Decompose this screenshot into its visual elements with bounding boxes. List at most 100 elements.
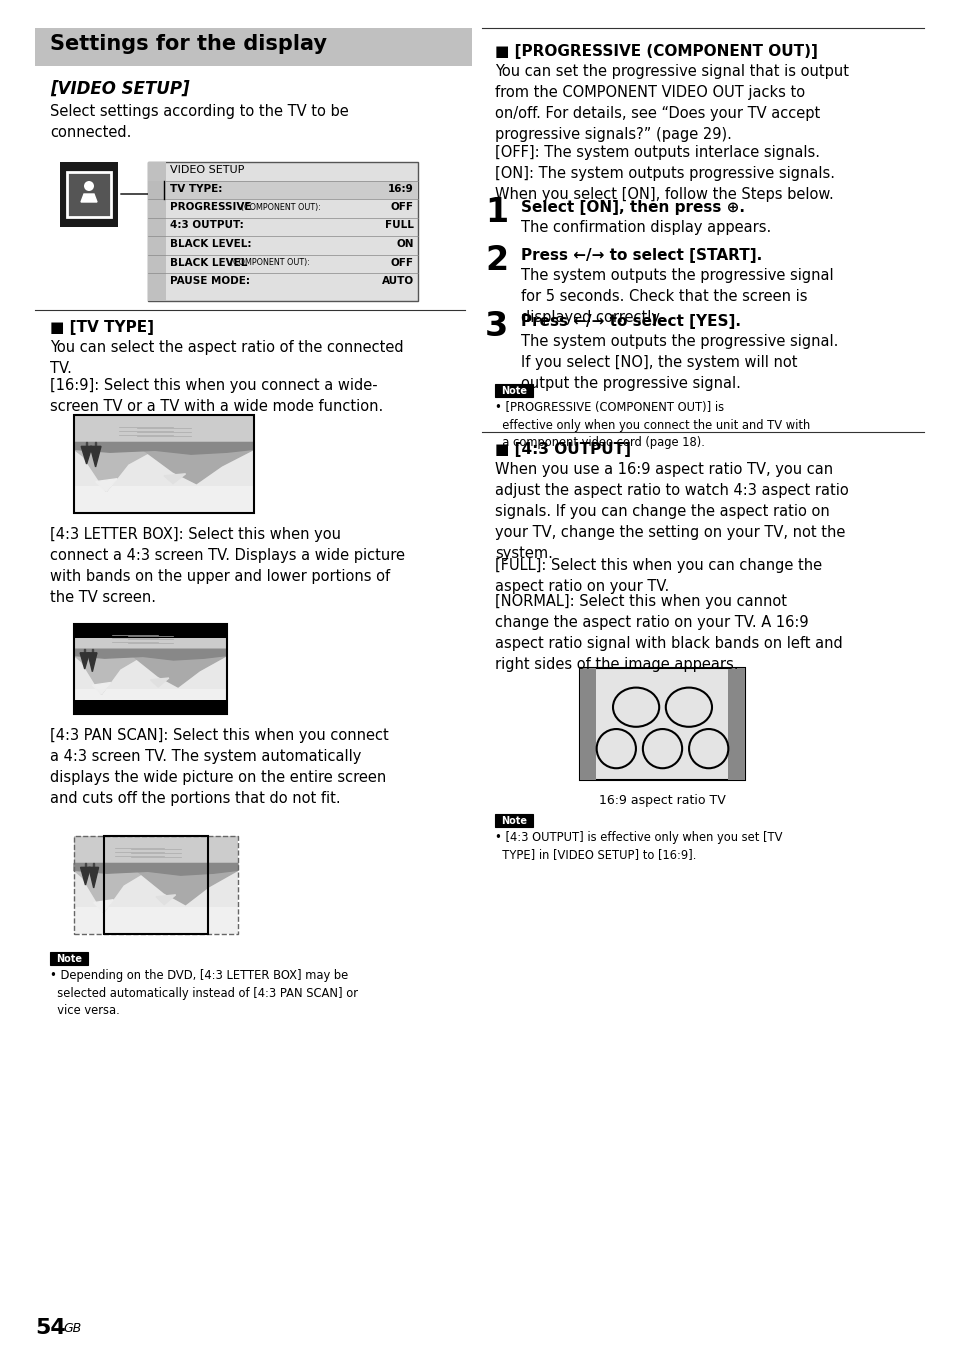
Polygon shape xyxy=(92,683,111,694)
Bar xyxy=(495,384,533,397)
Bar xyxy=(74,625,227,649)
Circle shape xyxy=(84,181,94,191)
Ellipse shape xyxy=(144,431,166,434)
Polygon shape xyxy=(80,653,90,669)
Text: Press ←/→ to select [START].: Press ←/→ to select [START]. xyxy=(520,247,761,264)
Bar xyxy=(74,415,253,512)
Bar xyxy=(104,836,209,934)
Text: OFF: OFF xyxy=(391,201,414,212)
Polygon shape xyxy=(74,864,237,875)
Text: OFF: OFF xyxy=(391,257,414,268)
Polygon shape xyxy=(74,449,154,491)
Bar xyxy=(148,162,417,300)
Bar xyxy=(60,162,118,227)
Ellipse shape xyxy=(138,852,157,856)
Ellipse shape xyxy=(165,846,179,849)
Text: [16:9]: Select this when you connect a wide-
screen TV or a TV with a wide mode : [16:9]: Select this when you connect a w… xyxy=(50,379,383,414)
Polygon shape xyxy=(91,649,93,654)
Text: 3: 3 xyxy=(484,310,508,343)
Text: BLACK LEVEL:: BLACK LEVEL: xyxy=(170,239,252,249)
Text: 4:3 OUTPUT:: 4:3 OUTPUT: xyxy=(170,220,244,230)
Bar xyxy=(74,625,227,688)
Bar xyxy=(495,814,533,827)
Text: The system outputs the progressive signal
for 5 seconds. Check that the screen i: The system outputs the progressive signa… xyxy=(520,268,833,324)
Text: 54: 54 xyxy=(35,1318,66,1338)
Text: [VIDEO SETUP]: [VIDEO SETUP] xyxy=(50,80,190,97)
Text: Select [ON], then press ⊕.: Select [ON], then press ⊕. xyxy=(520,200,744,215)
Text: [OFF]: The system outputs interlace signals.
[ON]: The system outputs progressiv: [OFF]: The system outputs interlace sign… xyxy=(495,145,834,201)
Ellipse shape xyxy=(197,433,210,437)
Polygon shape xyxy=(74,871,148,913)
Text: Press ←/→ to select [YES].: Press ←/→ to select [YES]. xyxy=(520,314,740,329)
Bar xyxy=(74,625,227,638)
Text: 2: 2 xyxy=(484,243,508,277)
Bar xyxy=(148,181,166,199)
Bar xyxy=(74,836,237,864)
Text: (COMPONENT OUT):: (COMPONENT OUT): xyxy=(230,258,310,268)
Text: • Depending on the DVD, [4:3 LETTER BOX] may be
  selected automatically instead: • Depending on the DVD, [4:3 LETTER BOX]… xyxy=(50,969,357,1017)
Bar xyxy=(148,162,166,300)
Text: TV TYPE:: TV TYPE: xyxy=(170,184,222,193)
Ellipse shape xyxy=(178,641,190,644)
Text: VIDEO SETUP: VIDEO SETUP xyxy=(170,165,244,174)
Bar xyxy=(74,836,237,934)
Bar xyxy=(579,668,596,780)
Bar xyxy=(67,172,111,218)
Polygon shape xyxy=(86,442,88,448)
Text: Settings for the display: Settings for the display xyxy=(50,34,327,54)
Polygon shape xyxy=(132,656,227,687)
Text: When you use a 16:9 aspect ratio TV, you can
adjust the aspect ratio to watch 4:: When you use a 16:9 aspect ratio TV, you… xyxy=(495,462,848,561)
Polygon shape xyxy=(93,899,113,913)
Polygon shape xyxy=(142,449,253,484)
Text: 1: 1 xyxy=(484,196,508,228)
Text: ■ [PROGRESSIVE (COMPONENT OUT)]: ■ [PROGRESSIVE (COMPONENT OUT)] xyxy=(495,45,817,59)
Text: [NORMAL]: Select this when you cannot
change the aspect ratio on your TV. A 16:9: [NORMAL]: Select this when you cannot ch… xyxy=(495,594,841,672)
Bar xyxy=(74,625,227,714)
Text: ■ [4:3 OUTPUT]: ■ [4:3 OUTPUT] xyxy=(495,442,630,457)
Bar xyxy=(74,415,253,442)
Bar xyxy=(74,415,253,512)
Bar xyxy=(166,181,417,199)
Ellipse shape xyxy=(186,853,197,857)
Polygon shape xyxy=(91,446,101,466)
Polygon shape xyxy=(81,446,91,464)
Polygon shape xyxy=(81,193,97,201)
Polygon shape xyxy=(151,677,169,687)
Polygon shape xyxy=(156,895,175,904)
Text: You can select the aspect ratio of the connected
TV.: You can select the aspect ratio of the c… xyxy=(50,339,403,376)
Text: FULL: FULL xyxy=(385,220,414,230)
Text: • [PROGRESSIVE (COMPONENT OUT)] is
  effective only when you connect the unit an: • [PROGRESSIVE (COMPONENT OUT)] is effec… xyxy=(495,402,809,449)
Bar xyxy=(579,668,744,780)
Ellipse shape xyxy=(173,425,190,429)
Polygon shape xyxy=(80,868,91,886)
Polygon shape xyxy=(74,656,143,694)
Bar xyxy=(74,836,237,907)
Polygon shape xyxy=(136,871,237,904)
Text: The confirmation display appears.: The confirmation display appears. xyxy=(520,220,770,235)
Text: ON: ON xyxy=(396,239,414,249)
Text: PAUSE MODE:: PAUSE MODE: xyxy=(170,276,250,287)
Polygon shape xyxy=(74,649,227,660)
Text: 16:9: 16:9 xyxy=(388,184,414,193)
Polygon shape xyxy=(88,653,97,672)
Text: [FULL]: Select this when you can change the
aspect ratio on your TV.: [FULL]: Select this when you can change … xyxy=(495,558,821,594)
Bar xyxy=(74,415,253,485)
Polygon shape xyxy=(85,864,86,868)
Text: Note: Note xyxy=(56,953,82,964)
Bar xyxy=(74,625,227,714)
Text: BLACK LEVEL: BLACK LEVEL xyxy=(170,257,251,268)
Ellipse shape xyxy=(159,633,172,637)
Text: [4:3 PAN SCAN]: Select this when you connect
a 4:3 screen TV. The system automat: [4:3 PAN SCAN]: Select this when you con… xyxy=(50,727,388,806)
Text: • [4:3 OUTPUT] is effective only when you set [TV
  TYPE] in [VIDEO SETUP] to [1: • [4:3 OUTPUT] is effective only when yo… xyxy=(495,831,781,861)
Polygon shape xyxy=(74,442,253,454)
Bar xyxy=(74,836,237,934)
Text: PROGRESSIVE: PROGRESSIVE xyxy=(170,201,254,212)
Text: 16:9 aspect ratio TV: 16:9 aspect ratio TV xyxy=(598,794,724,807)
Polygon shape xyxy=(84,649,86,654)
Polygon shape xyxy=(89,868,98,888)
Text: (COMPONENT OUT):: (COMPONENT OUT): xyxy=(241,203,320,212)
Ellipse shape xyxy=(133,638,152,642)
Bar xyxy=(50,952,88,965)
Text: You can set the progressive signal that is output
from the COMPONENT VIDEO OUT j: You can set the progressive signal that … xyxy=(495,64,848,142)
Text: Select settings according to the TV to be
connected.: Select settings according to the TV to b… xyxy=(50,104,349,141)
